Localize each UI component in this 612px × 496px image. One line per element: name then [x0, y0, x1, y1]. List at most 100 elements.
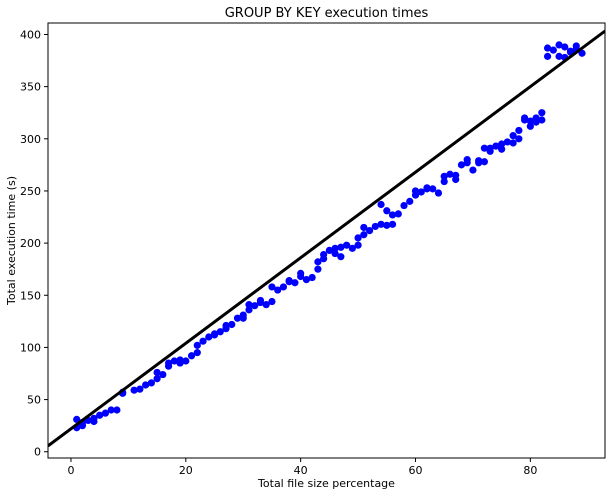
data-point [308, 273, 316, 282]
data-point [210, 331, 219, 339]
data-point [440, 172, 448, 180]
data-point [291, 279, 299, 287]
data-point [147, 379, 155, 387]
x-axis-label: Total file size percentage [257, 477, 395, 490]
data-point [543, 52, 552, 60]
plot-frame [47, 22, 606, 459]
data-point [245, 301, 253, 309]
data-point [302, 276, 311, 284]
data-point [279, 283, 288, 291]
data-point [360, 223, 368, 232]
data-point [320, 255, 328, 263]
data-point [538, 109, 546, 117]
x-tick-label: 40 [294, 464, 308, 477]
data-point [101, 409, 110, 417]
data-point [394, 210, 402, 218]
data-point [331, 249, 339, 258]
points-layer [73, 41, 586, 432]
data-point [503, 138, 511, 146]
data-point [498, 140, 506, 148]
data-point [360, 231, 368, 239]
data-point [233, 314, 242, 322]
data-point [555, 52, 563, 60]
data-point [509, 132, 517, 140]
data-point [274, 286, 282, 294]
data-point [153, 368, 161, 377]
data-point [480, 158, 489, 166]
data-point [222, 321, 230, 330]
x-tick-label: 80 [523, 464, 537, 477]
y-tick-label: 0 [34, 446, 41, 459]
data-point [96, 411, 104, 419]
x-axis-ticks: 0 20 40 60 80 [67, 458, 537, 477]
plot-area [48, 29, 605, 448]
x-tick-label: 60 [409, 464, 423, 477]
data-point [187, 352, 196, 360]
data-point [354, 234, 362, 242]
data-point [457, 161, 466, 169]
data-point [388, 211, 397, 219]
y-tick-label: 50 [27, 394, 41, 407]
data-point [515, 135, 523, 143]
data-point [429, 185, 437, 193]
data-point [406, 197, 414, 205]
data-point [400, 201, 408, 210]
data-point [268, 283, 276, 291]
data-point [377, 200, 385, 209]
data-point [239, 314, 247, 322]
data-point [193, 341, 201, 349]
data-point [153, 375, 161, 383]
y-tick-label: 250 [20, 185, 41, 198]
data-point [142, 381, 150, 389]
data-point [446, 170, 454, 178]
data-point [440, 177, 448, 186]
data-point [538, 116, 546, 124]
data-point [285, 277, 293, 285]
data-point [256, 296, 265, 305]
data-point [331, 244, 339, 252]
data-point [164, 359, 173, 367]
data-point [216, 328, 224, 336]
data-point [136, 385, 144, 393]
data-point [199, 337, 207, 345]
chart-title: GROUP BY KEY execution times [225, 6, 429, 21]
data-point [262, 301, 270, 309]
data-point [543, 44, 552, 52]
data-point [521, 116, 529, 124]
fit-line [48, 29, 605, 448]
data-point [475, 157, 483, 165]
data-point [182, 357, 190, 365]
data-point [417, 188, 425, 196]
data-point [245, 306, 253, 314]
data-point [348, 244, 356, 252]
data-point [365, 226, 374, 235]
y-tick-label: 200 [20, 237, 41, 250]
x-tick-label: 20 [179, 464, 193, 477]
data-point [411, 187, 420, 195]
data-point [251, 302, 259, 310]
data-point [297, 269, 305, 277]
data-point [561, 43, 569, 51]
data-point [532, 114, 540, 122]
y-axis-label: Total execution time (s) [5, 176, 18, 306]
data-point [423, 184, 431, 192]
data-point [314, 258, 322, 266]
data-point [549, 46, 557, 54]
y-axis-ticks: 0 50 100 150 200 250 300 350 400 [20, 28, 48, 459]
data-point [354, 241, 362, 249]
data-point [314, 265, 322, 273]
data-point [73, 415, 81, 424]
data-point [498, 145, 506, 153]
data-point [578, 49, 586, 57]
data-point [170, 357, 178, 365]
data-point [388, 220, 397, 228]
data-point [469, 166, 477, 174]
data-point [130, 386, 138, 394]
data-point [268, 297, 276, 306]
data-point [377, 220, 385, 228]
x-tick-label: 0 [67, 464, 74, 477]
data-point [205, 333, 213, 341]
y-tick-label: 400 [20, 28, 41, 41]
data-point [325, 246, 333, 255]
